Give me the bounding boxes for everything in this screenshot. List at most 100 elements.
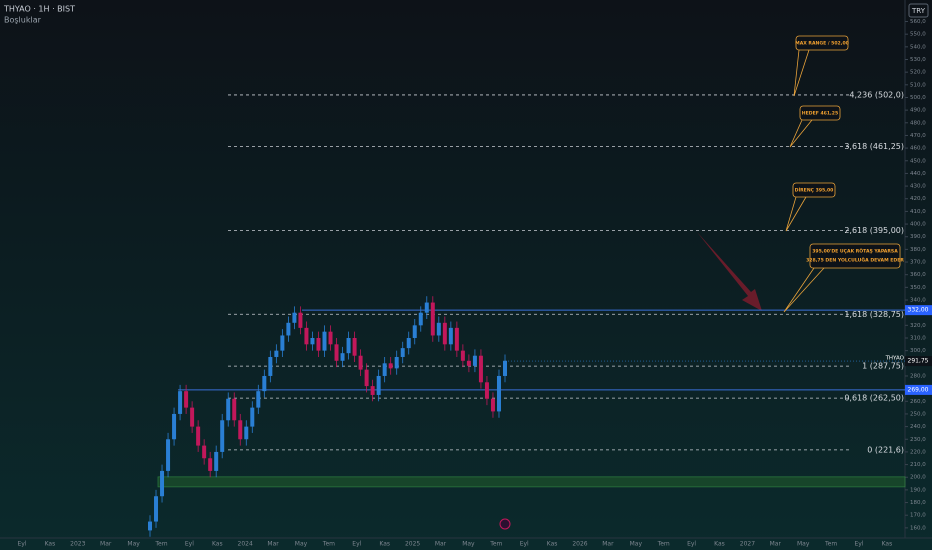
fib-label: 0,618 (262,50) (844, 394, 904, 403)
y-tick-label: 470,0 (910, 133, 926, 139)
y-tick-label: 410,0 (910, 209, 926, 215)
candle-body (454, 327, 459, 351)
candle-body (364, 369, 369, 387)
x-tick-label: May (127, 541, 140, 548)
candle-body (394, 356, 399, 369)
candle-body (220, 420, 225, 452)
y-tick-label: 510,0 (910, 82, 926, 88)
candle-body (412, 325, 417, 338)
candle-body (298, 312, 303, 328)
y-tick-label: 390,0 (910, 234, 926, 240)
candle-body (478, 355, 483, 383)
candle-body (334, 344, 339, 361)
y-tick-label: 160,0 (910, 525, 926, 531)
fib-label: 1,618 (328,75) (844, 310, 904, 319)
symbol-label: THYAO (885, 356, 905, 362)
candle-body (424, 302, 429, 313)
callout-pointer (783, 267, 825, 313)
y-tick-label: 430,0 (910, 184, 926, 190)
x-tick-label: Kas (882, 541, 893, 548)
candle-body (226, 398, 231, 421)
price-tag (905, 384, 932, 395)
x-tick-label: Eyl (687, 541, 696, 548)
x-tick-label: Mar (435, 541, 447, 548)
candle-body (376, 375, 381, 395)
y-tick-label: 480,0 (910, 120, 926, 126)
y-tick-label: 420,0 (910, 196, 926, 202)
y-tick-label: 540,0 (910, 44, 926, 50)
last-price-label: 291,75 (908, 358, 929, 365)
candle-body (244, 426, 249, 440)
y-tick-label: 320,0 (910, 323, 926, 329)
candle-body (496, 375, 501, 412)
x-tick-label: Kas (212, 541, 223, 548)
y-tick-label: 210,0 (910, 462, 926, 468)
y-tick-label: 370,0 (910, 260, 926, 266)
y-tick-label: 440,0 (910, 171, 926, 177)
x-tick-label: Tem (322, 541, 335, 548)
candle-body (370, 386, 375, 395)
y-tick-label: 250,0 (910, 411, 926, 417)
candle-body (346, 337, 351, 354)
x-tick-label: Mar (267, 541, 279, 548)
candle-body (388, 363, 393, 369)
y-tick-label: 170,0 (910, 513, 926, 519)
candle-body (274, 350, 279, 357)
candle-body (208, 458, 213, 471)
y-tick-label: 230,0 (910, 437, 926, 443)
callout-text: 328,75 DEN YOLCULUĞA DEVAM EDER (806, 257, 904, 264)
y-tick-label: 520,0 (910, 70, 926, 76)
callout-pointer (789, 119, 813, 148)
x-tick-label: May (630, 541, 643, 548)
y-tick-label: 360,0 (910, 272, 926, 278)
y-tick-label: 550,0 (910, 32, 926, 38)
candle-body (430, 302, 435, 336)
x-tick-label: 2025 (405, 541, 420, 548)
y-tick-label: 400,0 (910, 222, 926, 228)
x-tick-label: May (295, 541, 308, 548)
candle-body (503, 360, 507, 376)
x-tick-label: Kas (547, 541, 558, 548)
candle-body (154, 496, 159, 522)
x-tick-label: Kas (379, 541, 390, 548)
candle-body (352, 337, 357, 356)
y-tick-label: 450,0 (910, 158, 926, 164)
candle-body (250, 407, 255, 427)
y-tick-label: 340,0 (910, 298, 926, 304)
candle-body (472, 355, 477, 366)
candle-body (406, 337, 411, 349)
x-tick-label: Tem (657, 541, 670, 548)
candle-body (166, 439, 171, 471)
currency[interactable]: TRY (911, 7, 926, 15)
x-tick-label: 2027 (740, 541, 755, 548)
callout-box (792, 182, 836, 198)
candle-body (328, 331, 333, 345)
candle-body (490, 398, 495, 412)
x-tick-label: Eyl (520, 541, 529, 548)
candle-body (466, 360, 471, 366)
callout-text: HEDEF 461,25 (802, 111, 838, 117)
callout-text: MAX RANGE / 502,00 (795, 41, 849, 47)
candle-body (190, 407, 195, 427)
y-tick-label: 310,0 (910, 335, 926, 341)
y-tick-label: 260,0 (910, 399, 926, 405)
fib-label: 1 (287,75) (862, 362, 904, 371)
candle-body (256, 391, 261, 408)
currency-button[interactable] (908, 3, 929, 18)
candle-body (448, 327, 453, 345)
candle-body (460, 350, 465, 361)
x-tick-label: Mar (602, 541, 614, 548)
x-tick-label: Mar (100, 541, 112, 548)
x-tick-label: Kas (714, 541, 725, 548)
chart-title: THYAO · 1H · BIST (3, 5, 75, 14)
event-icon[interactable] (499, 518, 511, 530)
y-tick-label: 200,0 (910, 475, 926, 481)
y-tick-label: 190,0 (910, 487, 926, 493)
chart-subtitle: Boşluklar (4, 16, 42, 25)
candle-body (358, 355, 363, 370)
candle-body (340, 353, 345, 361)
x-tick-label: Eyl (185, 541, 194, 548)
